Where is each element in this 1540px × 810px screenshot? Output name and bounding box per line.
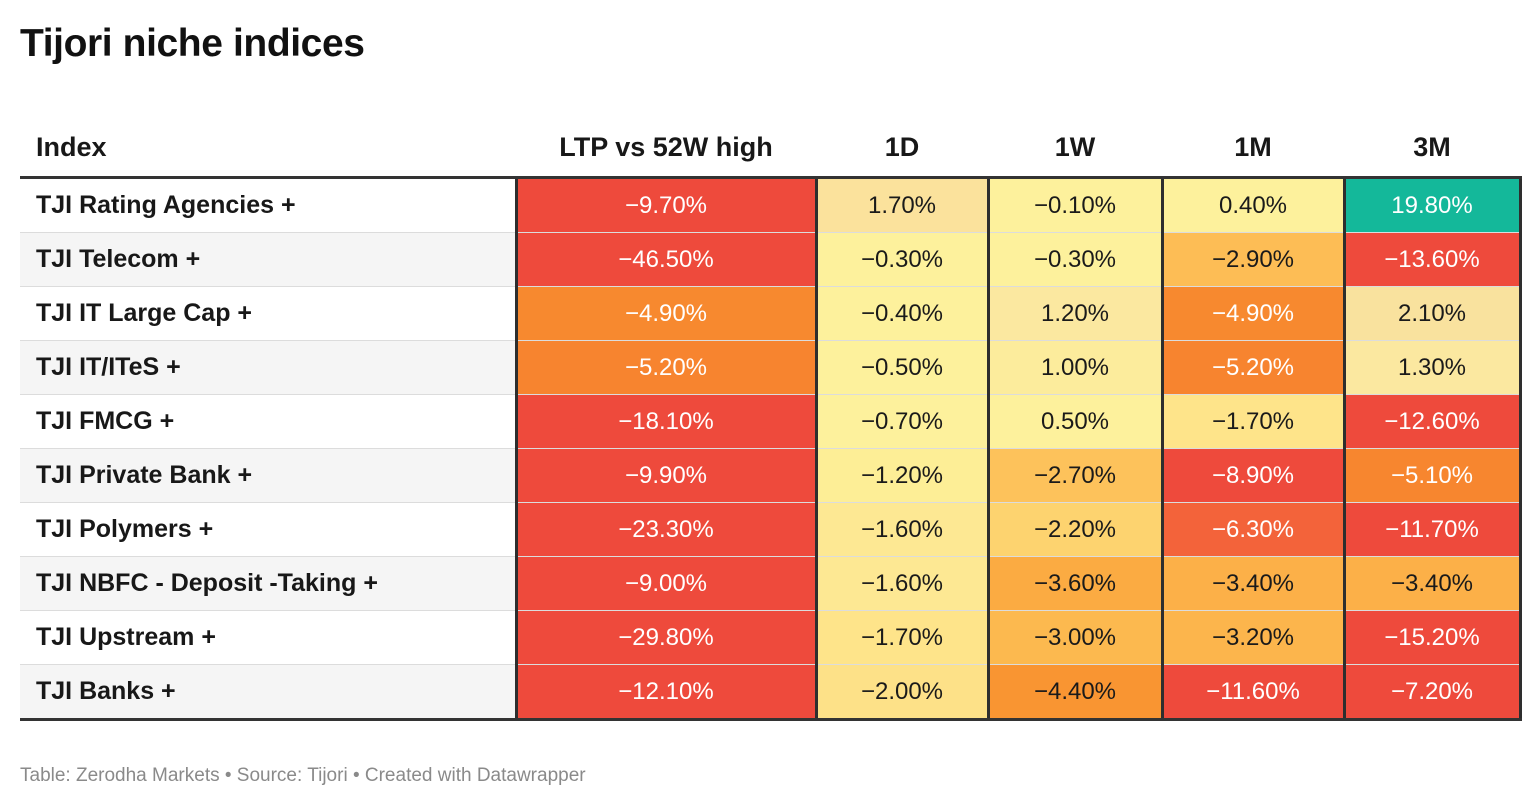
ltp-vs-52w-high-cell: −9.00% (514, 556, 818, 611)
column-header-index[interactable]: Index (20, 118, 516, 179)
change-1w-cell: 1.00% (986, 340, 1164, 395)
change-1d-cell: −1.60% (814, 502, 990, 557)
change-1w-cell: −2.70% (986, 448, 1164, 503)
change-1m-cell: −8.90% (1160, 448, 1346, 503)
table-row: TJI Rating Agencies + −9.70% 1.70% −0.10% 0.… (20, 177, 1522, 233)
change-3m-cell: −13.60% (1342, 232, 1522, 287)
change-1w-cell: −3.00% (986, 610, 1164, 665)
column-header-ltp-vs-52w-high[interactable]: LTP vs 52W high (516, 118, 816, 179)
ltp-vs-52w-high-cell: −23.30% (514, 502, 818, 557)
table-row: TJI IT Large Cap + −4.90% −0.40% 1.20% −4.90… (20, 286, 1522, 341)
change-3m-cell: −5.10% (1342, 448, 1522, 503)
change-1m-cell: −6.30% (1160, 502, 1346, 557)
change-1w-cell: 0.50% (986, 394, 1164, 449)
table-row: TJI NBFC - Deposit -Taking + −9.00% −1.60%… (20, 556, 1522, 611)
indices-table-container: Index LTP vs 52W high 1D 1W 1M 3M TJI Ra… (20, 118, 1522, 721)
change-1w-cell: −0.30% (986, 232, 1164, 287)
ltp-vs-52w-high-cell: −5.20% (514, 340, 818, 395)
table-row: TJI FMCG + −18.10% −0.70% 0.50% −1.70% −12.60… (20, 394, 1522, 449)
index-name-cell: TJI NBFC - Deposit -Taking + (20, 556, 516, 611)
index-name-cell: TJI Rating Agencies + (20, 177, 516, 233)
change-1w-cell: −0.10% (986, 177, 1164, 233)
table-row: TJI Polymers + −23.30% −1.60% −2.20% −6.30% −… (20, 502, 1522, 557)
index-name-cell: TJI Polymers + (20, 502, 516, 557)
change-1d-cell: −0.30% (814, 232, 990, 287)
table-row: TJI Private Bank + −9.90% −1.20% −2.70% −8.9… (20, 448, 1522, 503)
page-title: Tijori niche indices (20, 22, 365, 65)
index-name-cell: TJI FMCG + (20, 394, 516, 449)
change-1m-cell: −3.20% (1160, 610, 1346, 665)
index-name-cell: TJI IT Large Cap + (20, 286, 516, 341)
column-header-1m[interactable]: 1M (1162, 118, 1344, 179)
change-1d-cell: −0.70% (814, 394, 990, 449)
ltp-vs-52w-high-cell: −18.10% (514, 394, 818, 449)
column-header-1d[interactable]: 1D (816, 118, 988, 179)
change-3m-cell: 1.30% (1342, 340, 1522, 395)
change-1m-cell: −11.60% (1160, 664, 1346, 721)
change-1w-cell: −3.60% (986, 556, 1164, 611)
ltp-vs-52w-high-cell: −29.80% (514, 610, 818, 665)
index-name-cell: TJI IT/ITeS + (20, 340, 516, 395)
table-row: TJI IT/ITeS + −5.20% −0.50% 1.00% −5.20% 1.30… (20, 340, 1522, 395)
change-3m-cell: −11.70% (1342, 502, 1522, 557)
table-header: Index LTP vs 52W high 1D 1W 1M 3M (20, 118, 1520, 179)
index-name-cell: TJI Upstream + (20, 610, 516, 665)
change-1m-cell: −1.70% (1160, 394, 1346, 449)
change-1m-cell: −5.20% (1160, 340, 1346, 395)
ltp-vs-52w-high-cell: −9.70% (514, 177, 818, 233)
change-1m-cell: 0.40% (1160, 177, 1346, 233)
ltp-vs-52w-high-cell: −12.10% (514, 664, 818, 721)
header-row: Index LTP vs 52W high 1D 1W 1M 3M (20, 118, 1520, 179)
change-1w-cell: 1.20% (986, 286, 1164, 341)
change-1d-cell: −1.70% (814, 610, 990, 665)
change-1m-cell: −3.40% (1160, 556, 1346, 611)
ltp-vs-52w-high-cell: −4.90% (514, 286, 818, 341)
change-3m-cell: −3.40% (1342, 556, 1522, 611)
change-1d-cell: −1.60% (814, 556, 990, 611)
column-header-1w[interactable]: 1W (988, 118, 1162, 179)
index-name-cell: TJI Telecom + (20, 232, 516, 287)
change-1d-cell: −0.40% (814, 286, 990, 341)
index-name-cell: TJI Banks + (20, 664, 516, 721)
change-3m-cell: −7.20% (1342, 664, 1522, 721)
change-1m-cell: −2.90% (1160, 232, 1346, 287)
change-1d-cell: −0.50% (814, 340, 990, 395)
change-1d-cell: −2.00% (814, 664, 990, 721)
column-header-3m[interactable]: 3M (1344, 118, 1520, 179)
index-name-cell: TJI Private Bank + (20, 448, 516, 503)
table-row: TJI Upstream + −29.80% −1.70% −3.00% −3.20% −… (20, 610, 1522, 665)
table-row: TJI Banks + −12.10% −2.00% −4.40% −11.60% −7.… (20, 664, 1522, 721)
table-row: TJI Telecom + −46.50% −0.30% −0.30% −2.90% −1… (20, 232, 1522, 287)
table-body: TJI Rating Agencies + −9.70% 1.70% −0.10% 0.… (20, 177, 1522, 721)
indices-table: Index LTP vs 52W high 1D 1W 1M 3M TJI Ra… (20, 118, 1522, 721)
change-1w-cell: −4.40% (986, 664, 1164, 721)
change-1d-cell: −1.20% (814, 448, 990, 503)
ltp-vs-52w-high-cell: −9.90% (514, 448, 818, 503)
change-3m-cell: 2.10% (1342, 286, 1522, 341)
change-1d-cell: 1.70% (814, 177, 990, 233)
change-3m-cell: −12.60% (1342, 394, 1522, 449)
change-1m-cell: −4.90% (1160, 286, 1346, 341)
ltp-vs-52w-high-cell: −46.50% (514, 232, 818, 287)
source-footer: Table: Zerodha Markets • Source: Tijori … (20, 765, 586, 786)
change-1w-cell: −2.20% (986, 502, 1164, 557)
change-3m-cell: 19.80% (1342, 177, 1522, 233)
change-3m-cell: −15.20% (1342, 610, 1522, 665)
